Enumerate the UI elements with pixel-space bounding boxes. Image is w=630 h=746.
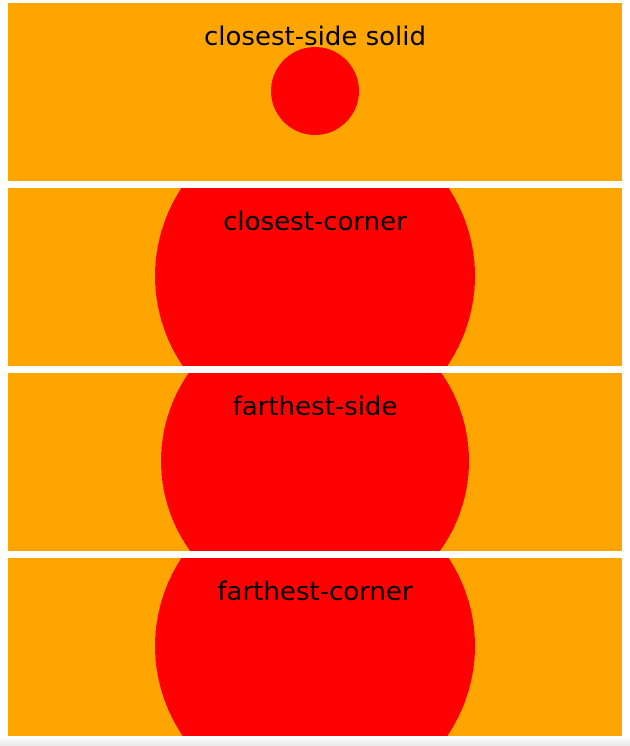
panel-farthest-side: farthest-side [8, 373, 622, 551]
panel-label: closest-corner [223, 207, 407, 237]
panel-label: closest-side solid [203, 22, 427, 52]
panel-label: farthest-side [232, 392, 398, 422]
panel-closest-corner: closest-corner [8, 188, 622, 366]
panel-label: farthest-corner [217, 577, 413, 607]
panel-closest-side: closest-side solid [8, 3, 622, 181]
panel-farthest-corner: farthest-corner [8, 558, 622, 736]
bottom-shadow [0, 736, 630, 746]
